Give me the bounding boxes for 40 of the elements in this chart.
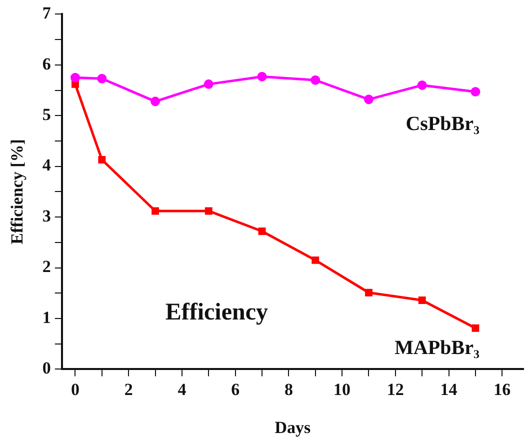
x-tick-label: 2 [124, 380, 133, 399]
point [258, 228, 266, 235]
y-tick-label: 3 [42, 206, 51, 226]
annotation: Efficiency [165, 300, 268, 326]
point [365, 288, 372, 296]
point [418, 296, 426, 304]
point [364, 94, 374, 104]
point [417, 80, 427, 90]
y-tick-label: 4 [42, 156, 52, 175]
point [152, 207, 160, 215]
x-tick-label: 14 [440, 380, 458, 399]
series-label: CsPbBr₃ [406, 112, 480, 135]
point [150, 96, 160, 106]
x-tick-label: 16 [494, 380, 511, 399]
point [98, 156, 106, 164]
x-tick-label: 12 [386, 380, 404, 399]
x-tick-label: 6 [231, 380, 240, 399]
x-tick-label: 4 [178, 380, 187, 399]
y-tick-label: 0 [42, 358, 51, 378]
y-tick-label: 1 [42, 308, 51, 327]
point [472, 324, 480, 332]
point [72, 80, 79, 88]
point [312, 256, 320, 264]
x-tick-label: 8 [284, 380, 293, 399]
y-tick-label: 2 [42, 257, 51, 276]
point [70, 72, 80, 82]
point [97, 74, 107, 84]
x-axis-title: Days [274, 418, 312, 438]
point [310, 75, 320, 85]
point [470, 87, 480, 97]
point [204, 207, 212, 215]
x-tick-label: 0 [70, 380, 80, 399]
x-tick-label: 10 [334, 380, 351, 399]
point [204, 79, 214, 89]
series-label: MAPbBr₃ [394, 337, 480, 360]
y-tick-label: 6 [42, 54, 51, 74]
y-tick-label: 7 [42, 4, 52, 23]
y-tick-label: 5 [42, 105, 51, 124]
y-axis-title: Efficiency [%] [8, 139, 27, 244]
point [257, 72, 267, 82]
